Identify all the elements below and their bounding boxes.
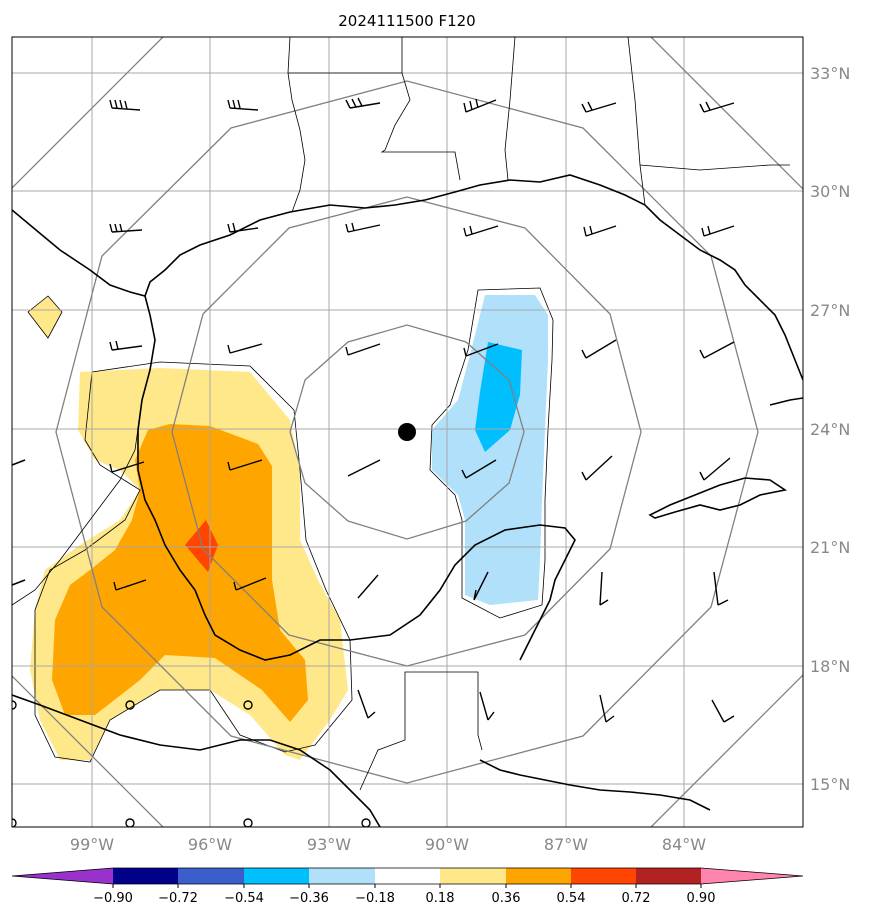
storm-center-marker xyxy=(398,423,416,441)
lat-label-18n: 18°N xyxy=(810,657,850,676)
colorbar-swatch xyxy=(309,868,375,884)
negative-anomaly-light xyxy=(432,295,548,605)
lon-label-96w: 96°W xyxy=(188,835,232,854)
colorbar-swatch xyxy=(12,868,113,884)
calm-wind-markers xyxy=(12,700,371,827)
colorbar-tick-label: −0.18 xyxy=(355,891,395,906)
lat-label-27n: 27°N xyxy=(810,301,850,320)
longitude-labels: 99°W 96°W 93°W 90°W 87°W 84°W xyxy=(70,835,706,854)
colorbar-swatch xyxy=(506,868,571,884)
colorbar-tick-label: −0.72 xyxy=(158,891,198,906)
positive-anomaly-small xyxy=(28,296,62,338)
lat-label-15n: 15°N xyxy=(810,775,850,794)
lon-label-93w: 93°W xyxy=(307,835,351,854)
colorbar-tick-label: 0.36 xyxy=(492,891,521,906)
colorbar-swatch xyxy=(440,868,506,884)
lat-label-24n: 24°N xyxy=(810,420,850,439)
negative-anomaly-medium xyxy=(475,342,522,452)
colorbar-swatch xyxy=(375,868,440,884)
lon-label-99w: 99°W xyxy=(70,835,114,854)
colorbar-swatch xyxy=(636,868,701,884)
lon-label-90w: 90°W xyxy=(425,835,469,854)
colorbar-swatch xyxy=(178,868,244,884)
colorbar-tick-label: 0.54 xyxy=(557,891,586,906)
colorbar-swatch xyxy=(113,868,178,884)
latitude-labels: 33°N 30°N 27°N 24°N 21°N 18°N 15°N xyxy=(810,64,850,794)
wind-barbs xyxy=(109,97,735,723)
map-title: 2024111500 F120 xyxy=(338,12,475,30)
lon-label-84w: 84°W xyxy=(662,835,706,854)
colorbar: −0.90 −0.72 −0.54 −0.36 −0.18 0.18 0.36 0.54 0.7… xyxy=(11,867,804,906)
colorbar-tick-label: −0.54 xyxy=(224,891,264,906)
map-area xyxy=(12,37,803,827)
colorbar-tick-label: −0.36 xyxy=(289,891,329,906)
colorbar-swatch xyxy=(701,868,803,884)
lon-label-87w: 87°W xyxy=(544,835,588,854)
colorbar-swatch xyxy=(571,868,636,884)
anomaly-fills xyxy=(28,295,548,760)
lat-label-21n: 21°N xyxy=(810,538,850,557)
lat-label-30n: 30°N xyxy=(810,182,850,201)
political-borders xyxy=(12,37,790,791)
positive-anomaly-medium xyxy=(52,424,308,722)
colorbar-tick-label: 0.90 xyxy=(687,891,716,906)
colorbar-tick-label: −0.90 xyxy=(93,891,133,906)
colorbar-swatch xyxy=(244,868,309,884)
colorbar-tick-label: 0.18 xyxy=(426,891,455,906)
colorbar-tick-label: 0.72 xyxy=(622,891,651,906)
range-rings xyxy=(12,37,803,827)
lat-label-33n: 33°N xyxy=(810,64,850,83)
map-frame xyxy=(11,36,804,828)
coastlines xyxy=(12,174,803,827)
